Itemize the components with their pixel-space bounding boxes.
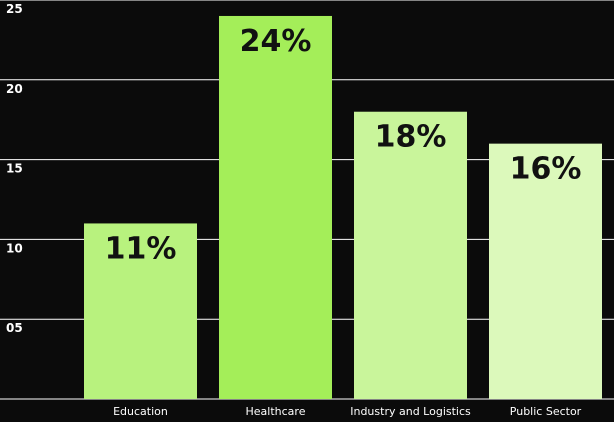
bar-healthcare	[219, 15, 332, 400]
y-tick-label: 20	[6, 82, 23, 96]
data-labels: 11% 24% 18% 16%	[105, 24, 582, 266]
bar-public-sector	[489, 143, 602, 399]
y-tick-label: 15	[6, 162, 23, 176]
data-label: 18%	[375, 120, 447, 155]
y-tick-label: 05	[6, 321, 23, 335]
y-axis-ticks: 05 10 15 20 25	[6, 2, 23, 335]
data-label: 11%	[105, 231, 177, 266]
x-tick-label: Education	[113, 405, 168, 418]
data-label: 24%	[240, 24, 312, 59]
x-axis-labels: Education Healthcare Industry and Logistic…	[113, 405, 582, 418]
x-tick-label: Public Sector	[510, 405, 582, 418]
y-tick-label: 25	[6, 2, 23, 16]
bars	[84, 15, 602, 400]
data-label: 16%	[510, 152, 582, 187]
y-tick-label: 10	[6, 241, 23, 255]
bar-education	[84, 223, 197, 399]
x-tick-label: Healthcare	[246, 405, 306, 418]
x-tick-label: Industry and Logistics	[350, 405, 471, 418]
bar-industry-and-logistics	[354, 111, 467, 399]
